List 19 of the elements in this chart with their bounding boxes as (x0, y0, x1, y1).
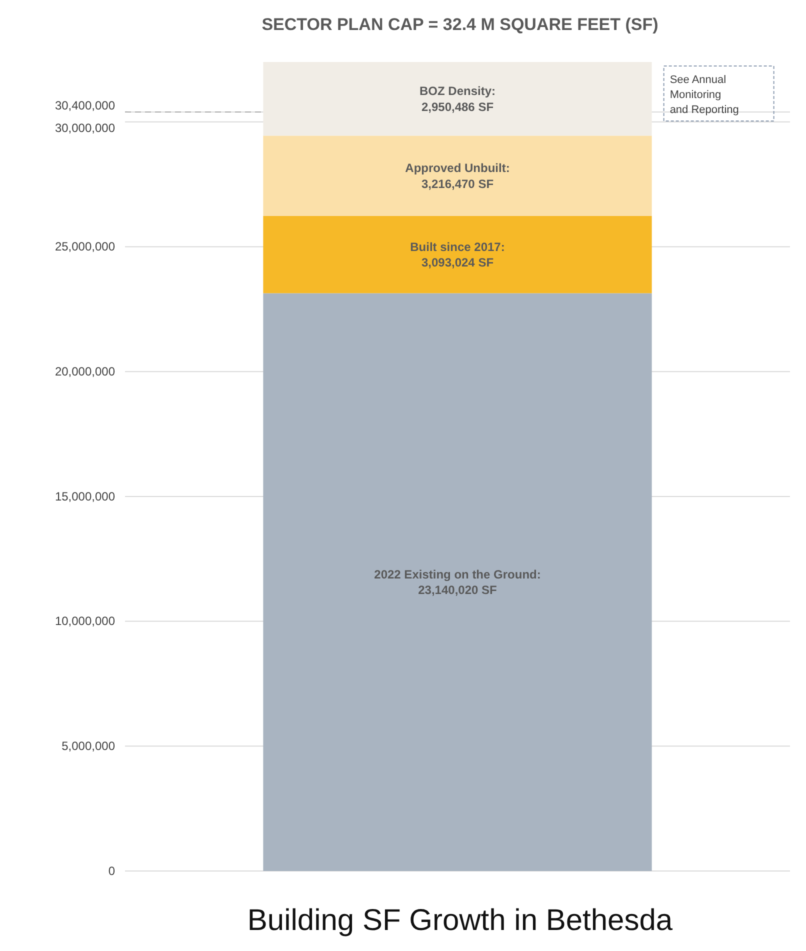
series-label: 2022 Existing on the Ground: (374, 568, 541, 582)
series-label: BOZ Density: (419, 84, 496, 98)
y-tick-label: 20,000,000 (54, 364, 116, 378)
y-tick-label: 30,000,000 (54, 121, 116, 136)
data-label: 2,950,486 SF (421, 100, 494, 114)
annotation: See Annual Monitoring and Reporting (670, 74, 739, 116)
y-tick-label: 25,000,000 (54, 240, 116, 254)
y-tick-label: 15,000,000 (54, 489, 116, 504)
y-tick-label: 30,400,000 (54, 98, 116, 113)
data-label: 23,140,020 SF (418, 583, 497, 598)
text: Building SF Growth in Bethesda (247, 904, 673, 937)
data-label: 3,216,470 SF (421, 176, 494, 191)
series-label: Approved Unbuilt: (405, 161, 510, 176)
series-label: Built since 2017: (410, 240, 505, 254)
y-tick-label: 10,000,000 (54, 614, 116, 628)
data-label: 3,093,024 SF (421, 256, 494, 270)
chart-title: SECTOR PLAN CAP = 32.4 M SQUARE FEET (SF) (262, 15, 658, 34)
y-tick-label: 0 (108, 864, 116, 878)
y-tick-label: 5,000,000 (62, 738, 116, 753)
